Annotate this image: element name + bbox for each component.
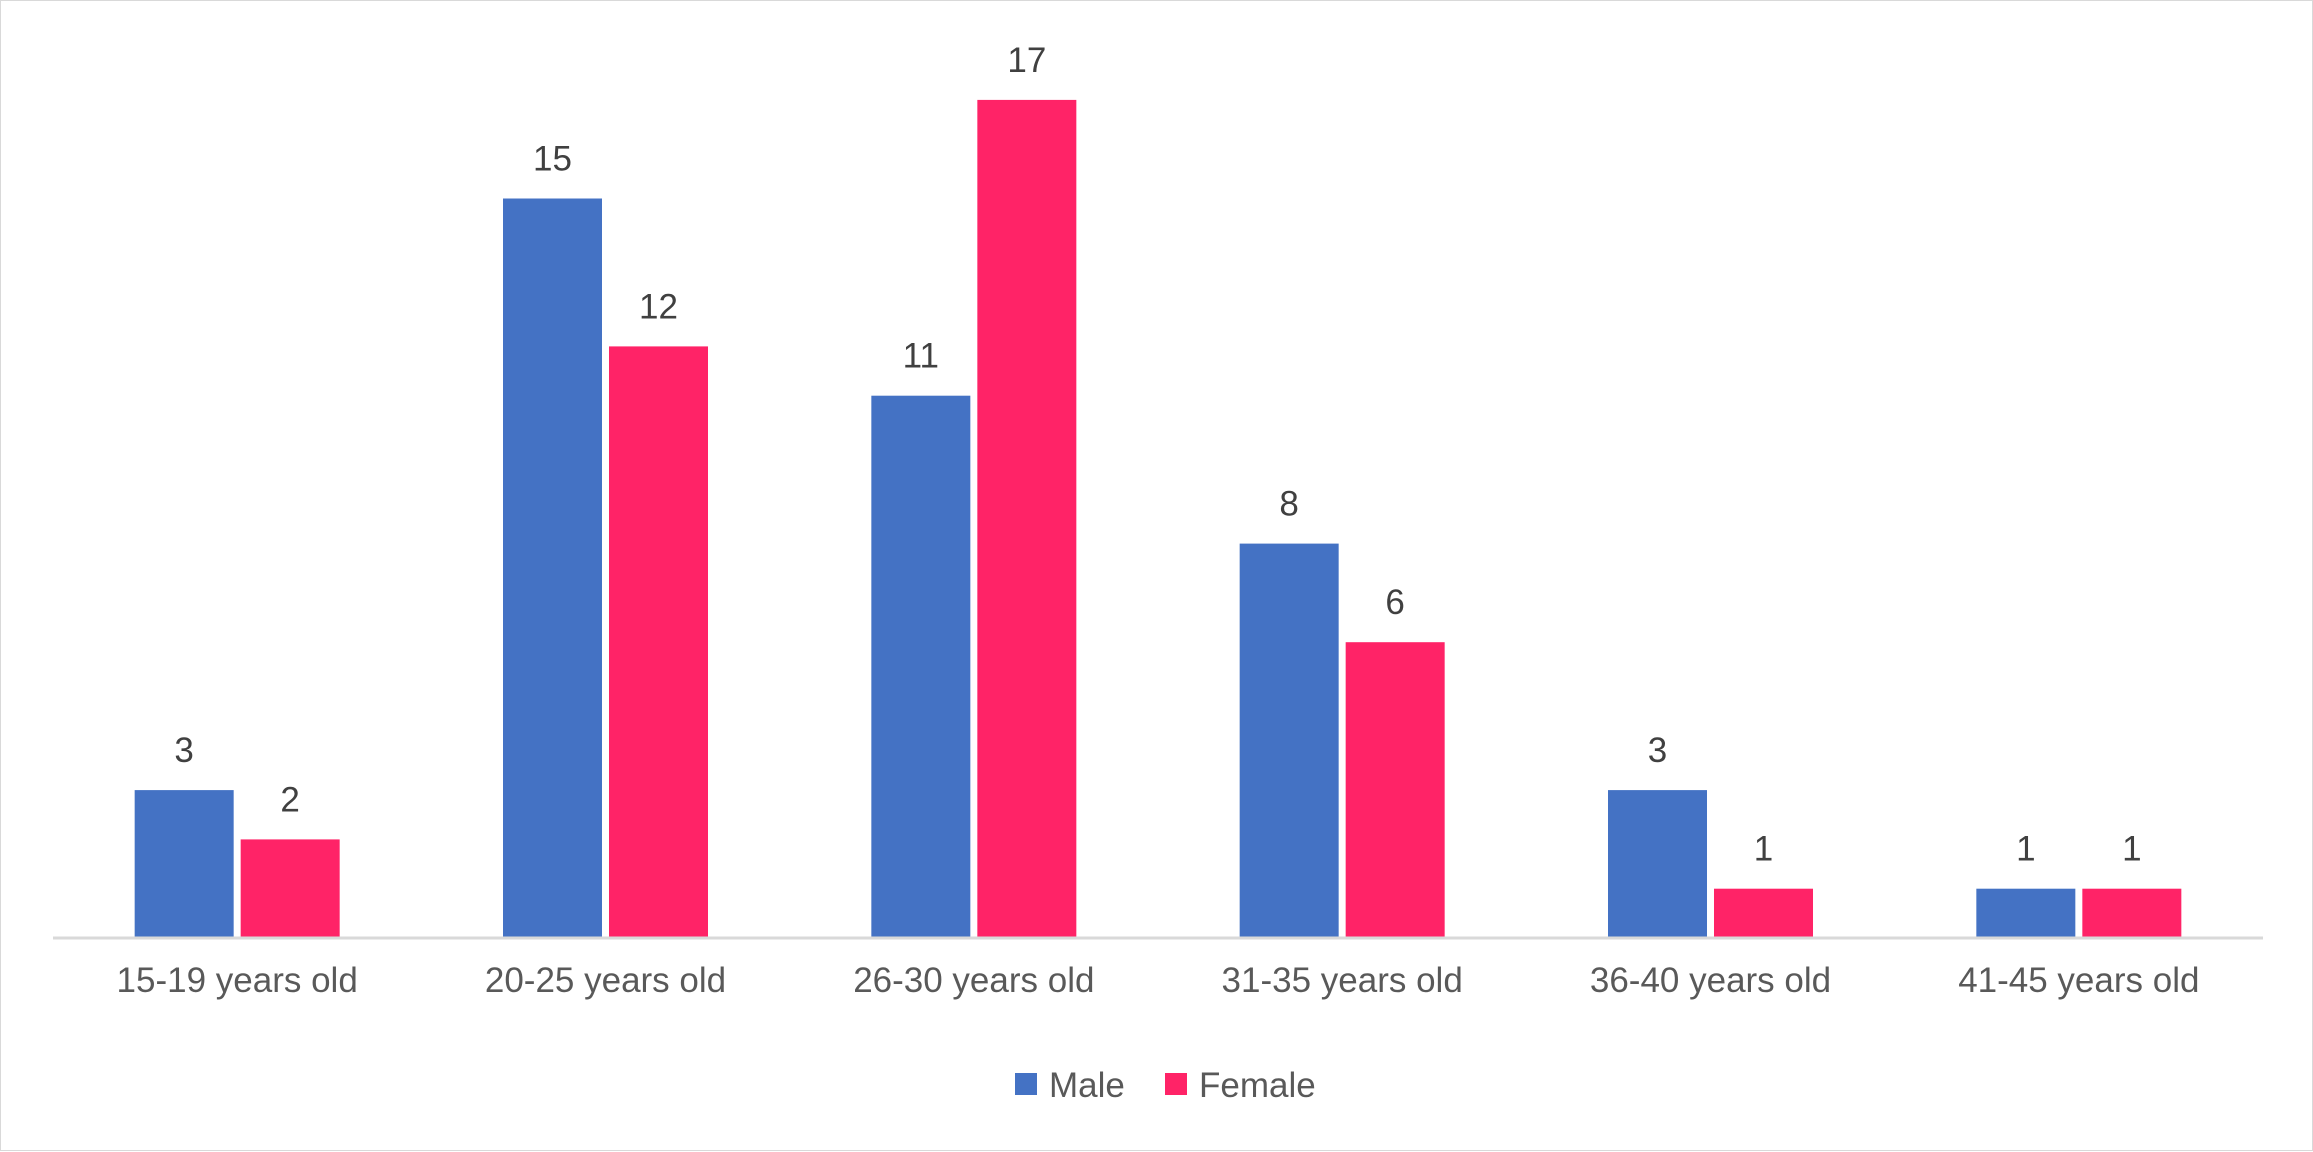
x-tick-label: 31-35 years old [1222,961,1463,1000]
x-axis-tick-labels: 15-19 years old 20-25 years old 26-30 year… [117,961,2200,1000]
bar-female-1 [609,346,708,938]
legend-label-female: Female [1199,1066,1316,1105]
data-label-male-2: 11 [903,337,939,376]
bar-female-3 [1345,642,1445,938]
data-label-female-5: 1 [2122,830,2141,869]
data-label-female-2: 17 [1007,41,1046,80]
data-label-male-3: 8 [1279,485,1298,524]
data-label-male-5: 1 [2016,830,2035,869]
x-tick-label: 20-25 years old [485,961,726,1000]
data-label-female-3: 6 [1385,583,1404,622]
bar-male-4 [1608,790,1707,938]
x-tick-label: 41-45 years old [1958,961,2199,1000]
data-label-male-0: 3 [174,731,193,770]
data-label-female-4: 1 [1754,830,1773,869]
bar-male-1 [503,198,602,938]
data-label-male-1: 15 [533,140,572,179]
legend-swatch-male [1015,1073,1037,1095]
x-tick-label: 15-19 years old [117,961,358,1000]
bars-layer [134,99,2182,938]
legend: Male Female [1015,1066,1316,1105]
data-label-male-4: 3 [1648,731,1667,770]
bar-female-0 [240,839,340,938]
bar-male-0 [134,790,234,938]
bar-male-3 [1239,543,1339,938]
bar-male-2 [871,395,971,938]
data-label-female-1: 12 [639,287,678,326]
x-tick-label: 26-30 years old [853,961,1094,1000]
bar-male-5 [1976,888,2076,938]
data-label-female-0: 2 [280,780,299,819]
legend-label-male: Male [1049,1066,1125,1105]
x-tick-label: 36-40 years old [1590,961,1831,1000]
bar-female-4 [1714,888,1813,938]
bar-female-5 [2082,888,2182,938]
bar-female-2 [977,99,1077,938]
legend-swatch-female [1165,1073,1187,1095]
